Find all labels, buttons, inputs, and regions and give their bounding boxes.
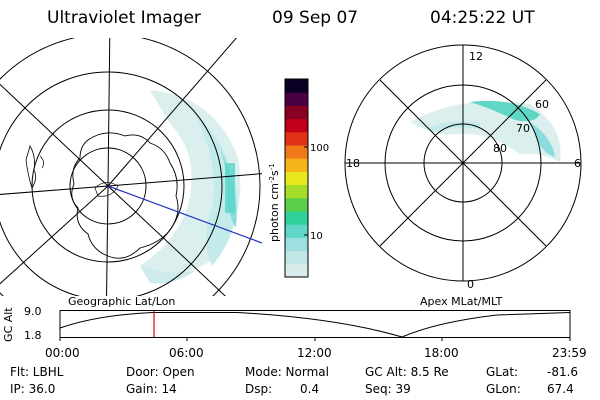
colorbar-segment xyxy=(285,131,308,146)
south-america-outline xyxy=(25,145,36,189)
geographic-panel-label: Geographic Lat/Lon xyxy=(68,295,176,308)
time-tick-2359: 23:59 xyxy=(552,346,587,360)
altitude-axis-label: GC Alt xyxy=(2,307,15,342)
colorbar-segment xyxy=(285,105,308,120)
colorbar-segment xyxy=(285,250,308,265)
time-label: 04:25:22 UT xyxy=(430,8,535,28)
gc-altitude-status: GC Alt: 8.5 Re xyxy=(365,365,449,379)
mlat-mlt-polar-plot: 12 6 0 18 60 70 80 xyxy=(344,44,582,291)
geographic-map xyxy=(0,38,262,296)
filter-status: Flt: LBHL xyxy=(10,365,64,379)
antarctica-outline xyxy=(71,132,179,259)
instrument-title: Ultraviolet Imager xyxy=(47,8,201,28)
colorbar-tick-100: 100 xyxy=(310,143,329,154)
colorbar-scale xyxy=(285,79,308,278)
colorbar-tick-10: 10 xyxy=(310,231,323,242)
sequence-status: Seq: 39 xyxy=(365,382,411,396)
mlt-label-18: 18 xyxy=(346,157,360,170)
magnetic-panel-label: Apex MLat/MLT xyxy=(420,295,503,308)
mlt-label-6: 6 xyxy=(574,157,581,170)
colorbar-segment xyxy=(285,224,308,238)
satellite-track-line xyxy=(107,185,262,244)
mode-status: Mode: Normal xyxy=(245,365,329,379)
colorbar-unit-label: photon cm-2s-1 xyxy=(268,163,281,242)
door-status: Door: Open xyxy=(126,365,195,379)
colorbar-segment xyxy=(285,263,308,278)
altitude-tick-top: 9.0 xyxy=(24,305,42,318)
altitude-tick-bottom: 1.8 xyxy=(24,329,42,342)
time-tick-1200: 12:00 xyxy=(297,346,332,360)
mlat-label-80: 80 xyxy=(493,142,507,155)
colorbar: 100 10 photon cm-2s-1 xyxy=(268,78,329,278)
aurora-emission-geographic xyxy=(140,90,241,284)
time-tick-0600: 06:00 xyxy=(169,346,204,360)
colorbar-segment xyxy=(285,118,308,133)
colorbar-segment xyxy=(285,145,308,159)
gain-status: Gain: 14 xyxy=(126,382,177,396)
mlt-label-12: 12 xyxy=(469,50,483,63)
mlat-label-60: 60 xyxy=(535,98,549,111)
dsp-value: 0.4 xyxy=(300,382,320,396)
time-tick-1800: 18:00 xyxy=(424,346,459,360)
glat-label: GLat: xyxy=(486,365,519,379)
glat-value: -81.6 xyxy=(547,365,579,379)
colorbar-segment xyxy=(285,79,308,93)
altitude-plot xyxy=(59,310,571,341)
colorbar-segment xyxy=(285,211,308,225)
time-tick-0000: 00:00 xyxy=(45,346,80,360)
mlt-label-0: 0 xyxy=(467,278,474,291)
colorbar-segment xyxy=(285,158,308,172)
dsp-label: Dsp: xyxy=(245,382,273,396)
date-label: 09 Sep 07 xyxy=(272,8,359,28)
altitude-curve xyxy=(59,312,571,338)
colorbar-segment xyxy=(285,237,308,252)
colorbar-segment xyxy=(285,197,308,212)
glon-value: 67.4 xyxy=(547,382,574,396)
mlat-label-70: 70 xyxy=(516,122,530,135)
colorbar-segment xyxy=(285,92,308,106)
ip-status: IP: 36.0 xyxy=(10,382,56,396)
colorbar-segment xyxy=(285,171,308,186)
colorbar-segment xyxy=(285,184,308,199)
glon-label: GLon: xyxy=(486,382,521,396)
